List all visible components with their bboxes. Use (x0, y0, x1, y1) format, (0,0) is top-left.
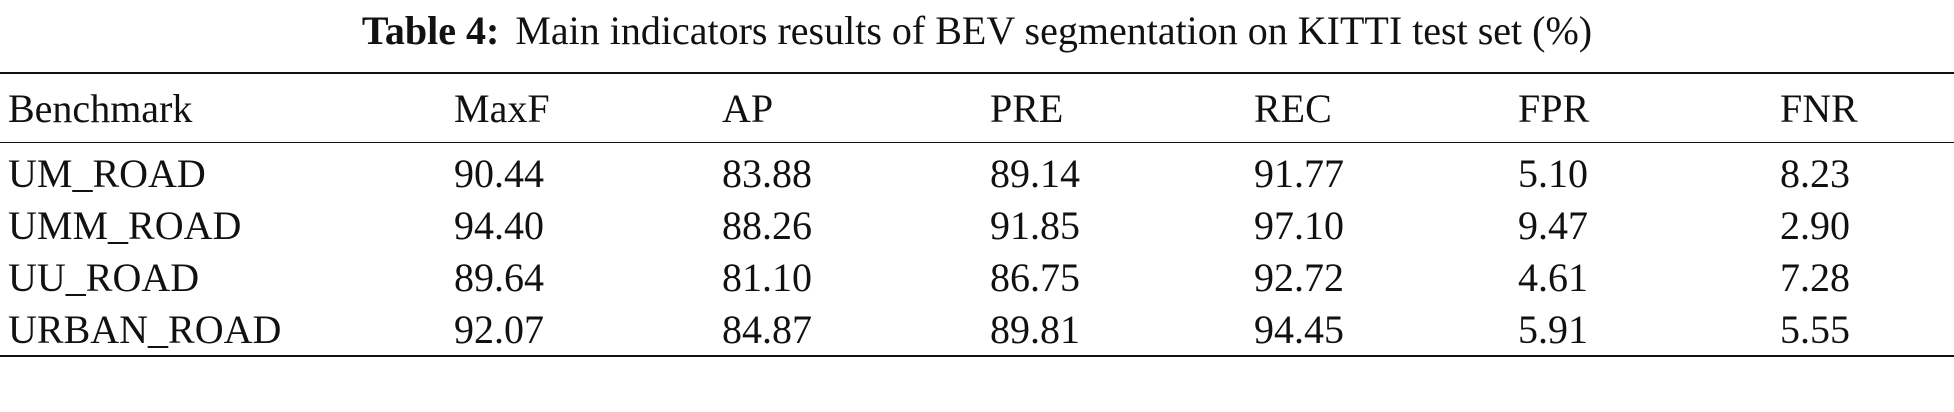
table-row: UMM_ROAD 94.40 88.26 91.85 97.10 9.47 2.… (0, 199, 1954, 251)
column-header-rec: REC (1254, 85, 1332, 131)
cell-ap: 83.88 (722, 150, 812, 196)
cell-benchmark: UMM_ROAD (8, 202, 242, 248)
cell-fnr: 2.90 (1780, 202, 1850, 248)
cell-benchmark: UM_ROAD (8, 150, 206, 196)
column-header-maxf: MaxF (454, 85, 550, 131)
results-table: Benchmark MaxF AP PRE REC FPR FNR UM_ROA… (0, 72, 1954, 357)
cell-rec: 94.45 (1254, 306, 1344, 352)
cell-fnr: 5.55 (1780, 306, 1850, 352)
cell-fnr: 8.23 (1780, 150, 1850, 196)
column-header-fpr: FPR (1518, 85, 1590, 131)
cell-fpr: 5.10 (1518, 150, 1588, 196)
cell-maxf: 90.44 (454, 150, 544, 196)
cell-maxf: 94.40 (454, 202, 544, 248)
column-header-pre: PRE (990, 85, 1064, 131)
cell-fpr: 4.61 (1518, 254, 1588, 300)
cell-pre: 86.75 (990, 254, 1080, 300)
table-body: UM_ROAD 90.44 83.88 89.14 91.77 5.10 8.2… (0, 143, 1954, 356)
header-row: Benchmark MaxF AP PRE REC FPR FNR (0, 73, 1954, 143)
column-header-benchmark: Benchmark (8, 85, 193, 131)
cell-maxf: 92.07 (454, 306, 544, 352)
cell-rec: 92.72 (1254, 254, 1344, 300)
cell-benchmark: UU_ROAD (8, 254, 200, 300)
column-header-ap: AP (722, 85, 774, 131)
table-row: UM_ROAD 90.44 83.88 89.14 91.77 5.10 8.2… (0, 143, 1954, 200)
cell-fpr: 9.47 (1518, 202, 1588, 248)
cell-fpr: 5.91 (1518, 306, 1588, 352)
table-header: Benchmark MaxF AP PRE REC FPR FNR (0, 73, 1954, 143)
cell-pre: 89.14 (990, 150, 1080, 196)
cell-rec: 91.77 (1254, 150, 1344, 196)
cell-pre: 89.81 (990, 306, 1080, 352)
caption-label: Table 4: (361, 8, 500, 53)
cell-pre: 91.85 (990, 202, 1080, 248)
cell-fnr: 7.28 (1780, 254, 1850, 300)
cell-ap: 84.87 (722, 306, 812, 352)
table-row: URBAN_ROAD 92.07 84.87 89.81 94.45 5.91 … (0, 303, 1954, 356)
table-row: UU_ROAD 89.64 81.10 86.75 92.72 4.61 7.2… (0, 251, 1954, 303)
cell-maxf: 89.64 (454, 254, 544, 300)
column-header-fnr: FNR (1780, 85, 1858, 131)
cell-ap: 88.26 (722, 202, 812, 248)
table-caption: Table 4: Main indicators results of BEV s… (0, 6, 1954, 56)
cell-rec: 97.10 (1254, 202, 1344, 248)
cell-benchmark: URBAN_ROAD (8, 306, 282, 352)
cell-ap: 81.10 (722, 254, 812, 300)
caption-text: Main indicators results of BEV segmentat… (515, 8, 1593, 53)
